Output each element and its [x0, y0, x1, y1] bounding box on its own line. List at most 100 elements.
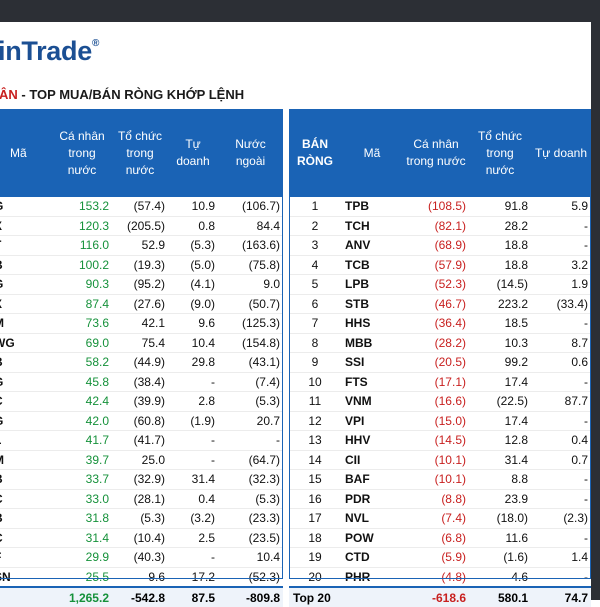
- cell-foreign: (52.3): [248, 569, 280, 584]
- cell-code: SN: [0, 569, 11, 584]
- cell-code: F: [0, 548, 52, 568]
- total-proprietary: 74.7: [531, 586, 591, 607]
- cell-rank: 14: [308, 452, 322, 467]
- net-sell-table: BÁN RÒNG Mã Cá nhân trong nước Tổ chức t…: [289, 109, 591, 607]
- cell-code: G: [0, 411, 52, 431]
- cell-foreign: 20.7: [256, 413, 280, 428]
- cell-code: HHV: [345, 433, 371, 448]
- cell-institution: (27.6): [133, 296, 165, 311]
- cell-rank: 4: [311, 257, 319, 272]
- cell-individual: 120.3: [78, 218, 109, 233]
- table-row: 14 CII (10.1) 31.4 0.7: [289, 450, 591, 470]
- cell-code: B: [0, 509, 52, 529]
- cell-rank: 6: [311, 296, 319, 311]
- cell-individual: 58.2: [85, 355, 109, 370]
- cell-individual: 42.0: [85, 413, 109, 428]
- cell-foreign: (7.4): [255, 374, 280, 389]
- table-row: 12 VPI (15.0) 17.4 -: [289, 411, 591, 431]
- cell-individual: (17.1): [434, 374, 466, 389]
- cell-proprietary: (2.3): [563, 511, 588, 526]
- cell-individual: (52.3): [434, 277, 466, 292]
- cell-code: B: [0, 255, 52, 275]
- cell-institution: 42.1: [141, 316, 165, 331]
- cell-institution: 25.0: [141, 452, 165, 467]
- cell-individual: 153.2: [78, 199, 109, 214]
- cell-rank: 5: [311, 277, 319, 292]
- table-row: X 87.4 (27.6) (9.0) (50.7): [0, 294, 283, 314]
- cell-individual: (46.7): [434, 296, 466, 311]
- cell-individual: 33.7: [85, 472, 109, 487]
- cell-individual: 87.4: [85, 296, 109, 311]
- table-row: 11 VNM (16.6) (22.5) 87.7: [289, 392, 591, 411]
- cell-rank: 9: [311, 355, 319, 370]
- total-label: [0, 586, 52, 607]
- cell-proprietary: -: [211, 433, 215, 448]
- col-header-proprietary: Tự doanh: [168, 109, 218, 197]
- cell-code: T: [0, 236, 52, 256]
- cell-code: BAF: [345, 472, 370, 487]
- cell-code: SSI: [345, 355, 365, 370]
- total-proprietary: 87.5: [168, 586, 218, 607]
- table-row: M 73.6 42.1 9.6 (125.3): [0, 314, 283, 333]
- cell-proprietary: 9.6: [198, 316, 215, 331]
- cell-institution: (205.5): [126, 218, 165, 233]
- cell-foreign: (23.5): [248, 530, 280, 545]
- cell-institution: (44.9): [133, 355, 165, 370]
- cell-proprietary: (5.0): [190, 257, 215, 272]
- col-header-code: Mã: [341, 109, 403, 197]
- net-sell-grid: BÁN RÒNG Mã Cá nhân trong nước Tổ chức t…: [289, 109, 591, 607]
- col-header-rank: BÁN RÒNG: [289, 109, 341, 197]
- cell-code: VPI: [345, 413, 365, 428]
- cell-rank: 3: [311, 238, 319, 253]
- cell-proprietary: 31.4: [191, 472, 215, 487]
- total-individual: -618.6: [403, 586, 469, 607]
- table-row: 18 POW (6.8) 11.6 -: [289, 528, 591, 548]
- cell-proprietary: 10.9: [191, 199, 215, 214]
- table-row: G 42.0 (60.8) (1.9) 20.7: [0, 411, 283, 431]
- cell-institution: 75.4: [141, 335, 165, 350]
- cell-individual: 69.0: [85, 335, 109, 350]
- cell-proprietary: (4.1): [190, 277, 215, 292]
- cell-code: C: [0, 489, 52, 509]
- cell-institution: 18.8: [504, 257, 528, 272]
- table-row: G 45.8 (38.4) - (7.4): [0, 372, 283, 392]
- window-top-bar: [0, 0, 600, 22]
- cell-individual: (68.9): [434, 238, 466, 253]
- cell-proprietary: -: [211, 550, 215, 565]
- table-row: 10 FTS (17.1) 17.4 -: [289, 372, 591, 392]
- cell-individual: (8.8): [441, 491, 466, 506]
- cell-individual: 29.9: [85, 550, 109, 565]
- table-row: B 100.2 (19.3) (5.0) (75.8): [0, 255, 283, 275]
- cell-proprietary: -: [584, 530, 588, 545]
- cell-proprietary: 0.6: [571, 355, 588, 370]
- cell-rank: 2: [311, 218, 319, 233]
- cell-code: NVL: [345, 511, 369, 526]
- cell-rank: 15: [308, 472, 322, 487]
- table-row: 1 TPB (108.5) 91.8 5.9: [289, 197, 591, 216]
- table-row: 17 NVL (7.4) (18.0) (2.3): [289, 509, 591, 528]
- total-foreign: -809.8: [218, 586, 283, 607]
- table-row: 8 MBB (28.2) 10.3 8.7: [289, 333, 591, 353]
- table-row: SN 25.5 9.6 17.2 (52.3): [0, 567, 283, 587]
- cell-proprietary: (33.4): [556, 296, 588, 311]
- table-row: L 41.7 (41.7) - -: [0, 431, 283, 450]
- cell-institution: 99.2: [504, 355, 528, 370]
- table-row: 19 CTD (5.9) (1.6) 1.4: [289, 548, 591, 567]
- col-header-individual: Cá nhân trong nước: [403, 109, 469, 197]
- cell-foreign: (106.7): [241, 199, 280, 214]
- cell-code: TPB: [345, 199, 369, 214]
- cell-code: ANV: [345, 238, 371, 253]
- cell-individual: 90.3: [85, 277, 109, 292]
- cell-code: PDR: [345, 491, 371, 506]
- cell-individual: (14.5): [434, 433, 466, 448]
- table-row: X 120.3 (205.5) 0.8 84.4: [0, 216, 283, 236]
- cell-institution: 17.4: [504, 374, 528, 389]
- table-row: G 90.3 (95.2) (4.1) 9.0: [0, 275, 283, 294]
- net-buy-grid: Mã Cá nhân trong nước Tổ chức trong nước…: [0, 109, 283, 607]
- table-row: B 58.2 (44.9) 29.8 (43.1): [0, 353, 283, 372]
- cell-individual: (10.1): [434, 452, 466, 467]
- col-header-code: Mã: [0, 109, 52, 197]
- cell-institution: 9.6: [148, 569, 165, 584]
- cell-institution: (41.7): [133, 433, 165, 448]
- net-buy-header-row: Mã Cá nhân trong nước Tổ chức trong nước…: [0, 109, 283, 197]
